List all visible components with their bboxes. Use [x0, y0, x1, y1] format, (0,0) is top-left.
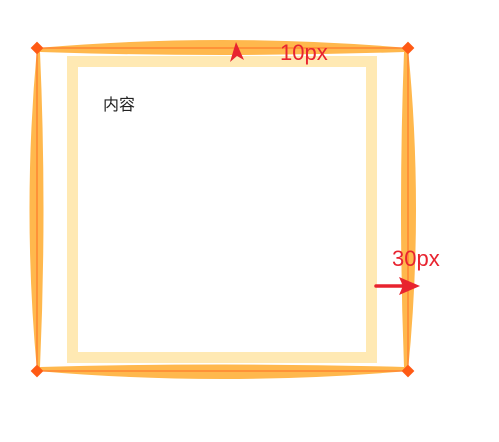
right-measure-label: 30px	[392, 246, 440, 271]
content-label: 内容	[103, 95, 135, 114]
outer-outline	[36, 47, 409, 372]
inner-border	[67, 56, 377, 363]
right-measure-arrow-icon	[399, 277, 420, 295]
top-measure-label: 10px	[280, 40, 328, 65]
corner-handle-top-left	[30, 41, 44, 55]
top-measure-arrow-icon	[230, 42, 244, 62]
corner-handle-top-right	[401, 41, 415, 55]
corner-handle-bottom-right	[401, 364, 415, 378]
corner-handle-bottom-left	[30, 364, 44, 378]
